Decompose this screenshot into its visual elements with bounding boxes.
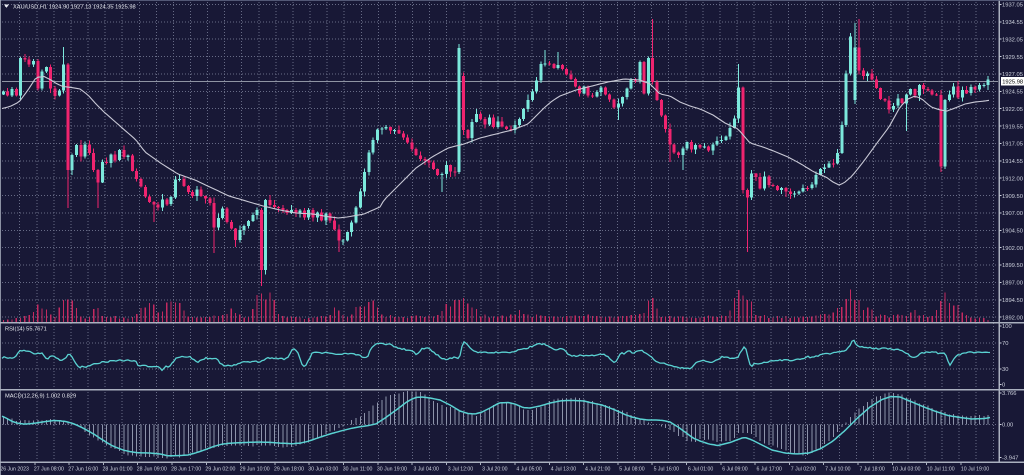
svg-text:4 Jul 21:00: 4 Jul 21:00 (585, 467, 610, 473)
svg-text:1919.55: 1919.55 (1002, 124, 1023, 130)
svg-text:30 Jun 03:00: 30 Jun 03:00 (308, 467, 338, 473)
svg-text:5 Jul 08:00: 5 Jul 08:00 (619, 467, 644, 473)
svg-text:1937.05: 1937.05 (1002, 3, 1023, 9)
svg-text:26 Jun 2023: 26 Jun 2023 (0, 467, 29, 473)
svg-text:6 Jul 01:00: 6 Jul 01:00 (688, 467, 713, 473)
svg-text:29 Jun 18:00: 29 Jun 18:00 (274, 467, 304, 473)
svg-text:1934.55: 1934.55 (1002, 20, 1023, 26)
svg-text:3 Jul 12:00: 3 Jul 12:00 (448, 467, 473, 473)
svg-text:XAU/USD,H1 1924.90 1927.13 19: XAU/USD,H1 1924.90 1927.13 1924.35 1925.… (13, 5, 136, 11)
svg-text:7 Jul 18:00: 7 Jul 18:00 (859, 467, 884, 473)
svg-text:6 Jul 17:00: 6 Jul 17:00 (757, 467, 782, 473)
svg-text:1894.50: 1894.50 (1002, 298, 1023, 304)
svg-text:70: 70 (1002, 341, 1008, 347)
svg-text:28 Jun 09:00: 28 Jun 09:00 (137, 467, 167, 473)
svg-text:1927.05: 1927.05 (1002, 72, 1023, 78)
svg-text:27 Jun 16:00: 27 Jun 16:00 (68, 467, 98, 473)
svg-text:1907.00: 1907.00 (1002, 211, 1023, 217)
svg-text:1922.05: 1922.05 (1002, 107, 1023, 113)
svg-text:3 Jul 20:00: 3 Jul 20:00 (482, 467, 507, 473)
svg-text:1904.50: 1904.50 (1002, 229, 1023, 235)
svg-text:4 Jul 13:00: 4 Jul 13:00 (551, 467, 576, 473)
svg-text:-3.947: -3.947 (1002, 456, 1018, 462)
svg-text:1909.50: 1909.50 (1002, 194, 1023, 200)
svg-text:28 Jun 01:00: 28 Jun 01:00 (103, 467, 133, 473)
svg-text:1929.55: 1929.55 (1002, 55, 1023, 61)
svg-text:1914.55: 1914.55 (1002, 159, 1023, 165)
svg-text:1932.05: 1932.05 (1002, 37, 1023, 43)
svg-text:7 Jul 02:00: 7 Jul 02:00 (791, 467, 816, 473)
svg-text:7 Jul 10:00: 7 Jul 10:00 (825, 467, 850, 473)
svg-text:1924.55: 1924.55 (1002, 90, 1023, 96)
svg-text:5 Jul 16:00: 5 Jul 16:00 (654, 467, 679, 473)
svg-text:6 Jul 09:00: 6 Jul 09:00 (722, 467, 747, 473)
svg-text:29 Jun 02:00: 29 Jun 02:00 (205, 467, 235, 473)
svg-text:28 Jun 17:00: 28 Jun 17:00 (171, 467, 201, 473)
svg-text:1892.00: 1892.00 (1002, 315, 1023, 321)
svg-text:10 Jul 11:00: 10 Jul 11:00 (927, 467, 955, 473)
svg-text:1917.05: 1917.05 (1002, 142, 1023, 148)
svg-text:4 Jul 05:00: 4 Jul 05:00 (516, 467, 541, 473)
svg-text:29 Jun 10:00: 29 Jun 10:00 (240, 467, 270, 473)
svg-text:1897.00: 1897.00 (1002, 281, 1023, 287)
svg-text:0: 0 (1002, 383, 1005, 389)
svg-text:10 Jul 03:00: 10 Jul 03:00 (892, 467, 920, 473)
svg-text:1902.00: 1902.00 (1002, 246, 1023, 252)
svg-text:100: 100 (1002, 324, 1012, 330)
svg-text:10 Jul 19:00: 10 Jul 19:00 (961, 467, 989, 473)
svg-text:30 Jun 19:00: 30 Jun 19:00 (377, 467, 407, 473)
svg-text:MACD(12,26,9) 1.002 0.829: MACD(12,26,9) 1.002 0.829 (5, 394, 76, 400)
svg-text:0.00: 0.00 (1002, 423, 1013, 429)
svg-text:1925.98: 1925.98 (1002, 80, 1023, 86)
svg-text:30 Jun 11:00: 30 Jun 11:00 (343, 467, 373, 473)
svg-text:3.766: 3.766 (1002, 391, 1017, 397)
svg-text:RSI(14) 55.7671: RSI(14) 55.7671 (5, 327, 47, 333)
svg-text:27 Jun 08:00: 27 Jun 08:00 (34, 467, 64, 473)
svg-text:1912.00: 1912.00 (1002, 176, 1023, 182)
svg-text:30: 30 (1002, 367, 1008, 373)
svg-text:3 Jul 04:00: 3 Jul 04:00 (414, 467, 439, 473)
svg-text:1899.50: 1899.50 (1002, 263, 1023, 269)
